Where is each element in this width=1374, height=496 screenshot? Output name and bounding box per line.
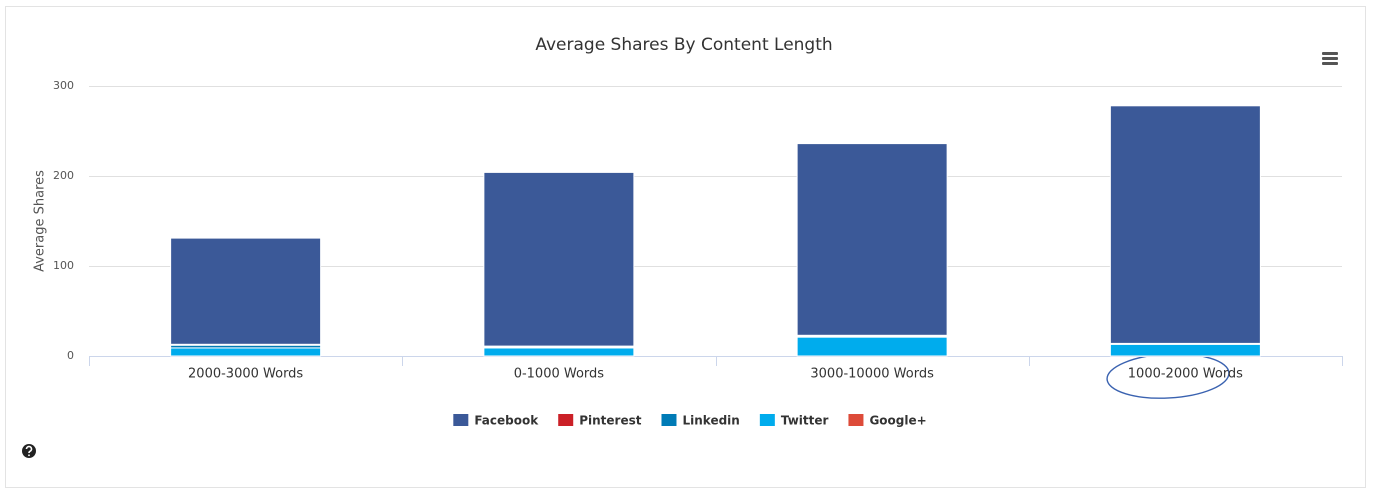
x-tick-label: 1000-2000 Words bbox=[1128, 367, 1243, 382]
x-tick-label: 3000-10000 Words bbox=[810, 367, 934, 382]
legend-label: Linkedin bbox=[682, 414, 739, 428]
y-tick-label: 200 bbox=[53, 169, 74, 182]
legend-item[interactable]: Facebook bbox=[453, 414, 539, 428]
legend-item[interactable]: Linkedin bbox=[661, 414, 740, 428]
y-tick-label: 100 bbox=[53, 259, 74, 272]
bar-segment bbox=[796, 143, 948, 336]
legend-swatch bbox=[661, 414, 677, 426]
bar-segment bbox=[483, 347, 635, 357]
menu-bar bbox=[1322, 57, 1338, 60]
legend-label: Google+ bbox=[869, 414, 926, 428]
bar-segment bbox=[1109, 105, 1261, 344]
bar-segment bbox=[170, 237, 322, 345]
help-circle bbox=[22, 444, 36, 458]
legend-swatch bbox=[848, 414, 864, 426]
y-axis-title: Average Shares bbox=[33, 170, 48, 272]
x-tick-label: 2000-3000 Words bbox=[188, 367, 303, 382]
legend-label: Pinterest bbox=[579, 414, 642, 428]
help-glyph bbox=[25, 445, 33, 454]
menu-bar bbox=[1322, 52, 1338, 55]
menu-bar bbox=[1322, 62, 1338, 65]
legend-swatch bbox=[558, 414, 574, 426]
help-dot bbox=[28, 454, 30, 457]
help-icon[interactable] bbox=[22, 444, 36, 458]
legend-item[interactable]: Google+ bbox=[848, 414, 927, 428]
legend-swatch bbox=[759, 414, 775, 426]
legend-item[interactable]: Pinterest bbox=[558, 414, 642, 428]
chart-title: Average Shares By Content Length bbox=[535, 35, 832, 55]
x-tick-label: 0-1000 Words bbox=[514, 367, 605, 382]
legend-label: Facebook bbox=[474, 414, 539, 428]
legend-item[interactable]: Twitter bbox=[759, 414, 829, 428]
y-tick-label: 300 bbox=[53, 79, 74, 92]
bar-segment bbox=[170, 347, 322, 357]
bar-segment bbox=[483, 171, 635, 347]
legend-label: Twitter bbox=[781, 414, 829, 428]
menu-button[interactable] bbox=[1322, 52, 1338, 65]
y-tick-label: 0 bbox=[67, 349, 74, 362]
bar-segment bbox=[796, 336, 948, 357]
legend: Facebook Pinterest Linkedin Twitter Google+ bbox=[453, 414, 927, 428]
bar-segment bbox=[1109, 343, 1261, 357]
legend-swatch bbox=[453, 414, 469, 426]
